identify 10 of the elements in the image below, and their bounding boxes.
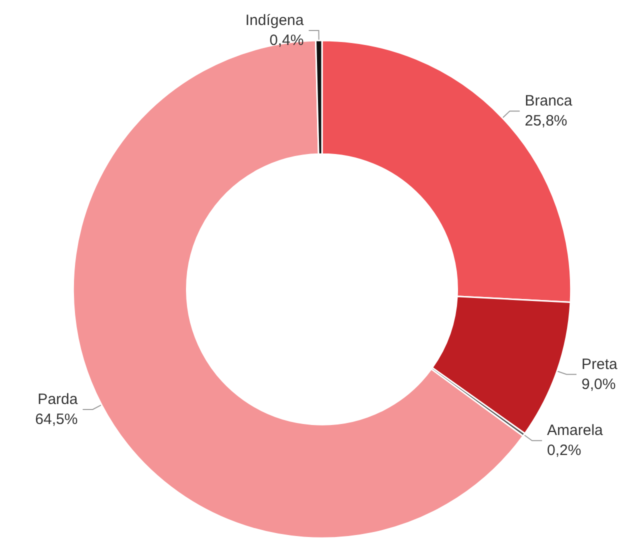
data-label: 9,0% — [581, 376, 616, 393]
data-label: 0,4% — [270, 32, 304, 49]
slice-label: Preta — [581, 356, 618, 373]
data-label: 25,8% — [524, 112, 568, 130]
data-label: 64,5% — [35, 410, 78, 428]
slice-label: Parda — [38, 390, 78, 408]
slice-label: Amarela — [547, 422, 604, 440]
slice-label: Branca — [524, 92, 573, 110]
data-label: 0,2% — [547, 442, 582, 460]
slice-label: Indígena — [245, 12, 304, 29]
